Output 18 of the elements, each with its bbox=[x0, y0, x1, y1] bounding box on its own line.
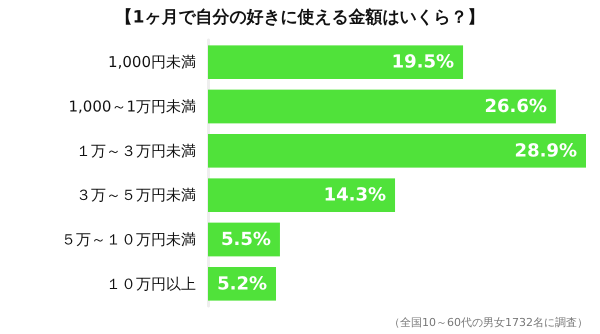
bar bbox=[208, 45, 464, 80]
data-label: 28.9% bbox=[514, 140, 577, 162]
y-tick-label: 1,000円未満 bbox=[108, 53, 196, 72]
data-label: 26.6% bbox=[484, 96, 547, 117]
bar bbox=[208, 90, 556, 124]
y-tick-label: １万～３万円未満 bbox=[76, 142, 196, 160]
y-tick-label: １０万円以上 bbox=[106, 274, 196, 293]
chart-title: 【1ヶ月で自分の好きに使える金額はいくら？】 bbox=[116, 8, 484, 28]
data-label: 19.5% bbox=[392, 52, 454, 73]
y-tick-label: ５万～１０万円未満 bbox=[61, 230, 196, 248]
data-label: 14.3% bbox=[324, 184, 386, 206]
data-label: 5.5% bbox=[221, 229, 271, 250]
y-tick-label: ３万～５万円未満 bbox=[76, 186, 196, 204]
y-tick-label: 1,000～1万円未満 bbox=[68, 98, 196, 116]
bar bbox=[208, 134, 586, 168]
text: （全国10～60代の男女1732名に調査） bbox=[389, 316, 588, 329]
bar bbox=[208, 178, 396, 212]
data-label: 5.2% bbox=[217, 273, 268, 294]
